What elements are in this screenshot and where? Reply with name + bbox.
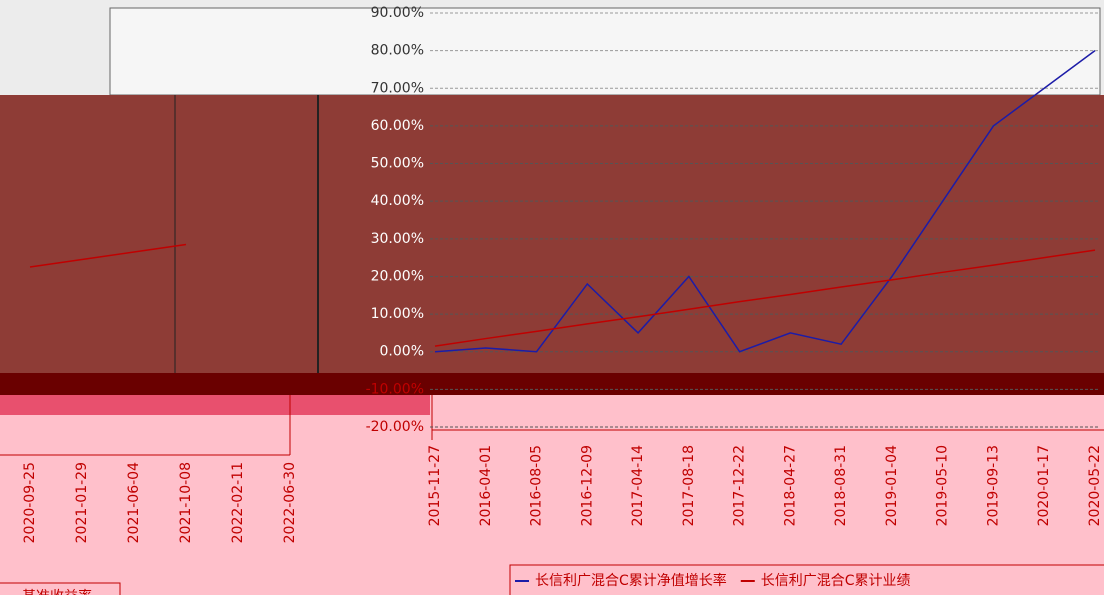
x-tick-label: 2019-09-13 — [985, 445, 1001, 526]
legend-label: 长信利广混合C累计净值增长率 — [535, 572, 727, 589]
y-tick-label: 60.00% — [371, 118, 424, 134]
legend-label: 基准收益率 — [22, 588, 92, 595]
x-tick-label: 2020-01-17 — [1036, 445, 1052, 526]
x-tick-label: 2021-01-29 — [74, 462, 90, 543]
x-tick-label: 2016-12-09 — [579, 445, 595, 526]
x-tick-label: 2021-06-04 — [126, 462, 142, 543]
x-tick-label: 2016-04-01 — [478, 445, 494, 526]
y-tick-label: 20.00% — [371, 268, 424, 284]
x-tick-label: 2019-05-10 — [935, 445, 951, 526]
page: -20.00% -10.00% 0.00% 10.00% 20.00% 30.00% 40.… — [0, 0, 1104, 595]
x-tick-label: 2017-08-18 — [681, 445, 697, 526]
x-tick-label: 2020-09-25 — [22, 462, 38, 543]
y-tick-label: 50.00% — [371, 156, 424, 172]
x-tick-label: 2018-04-27 — [782, 445, 798, 526]
x-tick-label: 2021-10-08 — [178, 462, 194, 543]
y-tick-label: -20.00% — [366, 419, 424, 435]
x-tick-label: 2022-02-11 — [230, 462, 246, 543]
x-tick-label: 2019-01-04 — [884, 445, 900, 526]
x-tick-label: 2018-08-31 — [833, 445, 849, 526]
dark-band — [0, 373, 1104, 395]
glitch-band — [0, 395, 430, 415]
x-tick-label: 2017-04-14 — [630, 445, 646, 526]
legend-label: 长信利广混合C累计业绩 — [761, 573, 911, 589]
y-tick-label: 30.00% — [371, 231, 424, 247]
y-tick-label: 10.00% — [371, 306, 424, 322]
x-tick-label: 2015-11-27 — [427, 445, 443, 526]
x-tick-label: 2017-12-22 — [732, 445, 748, 526]
upper-plot — [110, 8, 1100, 95]
y-tick-label: 90.00% — [371, 5, 424, 21]
x-tick-label: 2016-08-05 — [529, 445, 545, 526]
x-tick-label: 2022-06-30 — [282, 462, 298, 543]
y-tick-label: 0.00% — [380, 344, 424, 360]
y-tick-label: -10.00% — [366, 381, 424, 397]
chart: -20.00% -10.00% 0.00% 10.00% 20.00% 30.00% 40.… — [0, 0, 1104, 595]
y-tick-label: 80.00% — [371, 43, 424, 59]
x-tick-label: 2020-05-22 — [1087, 445, 1103, 526]
y-tick-label: 70.00% — [371, 80, 424, 96]
y-tick-label: 40.00% — [371, 193, 424, 209]
